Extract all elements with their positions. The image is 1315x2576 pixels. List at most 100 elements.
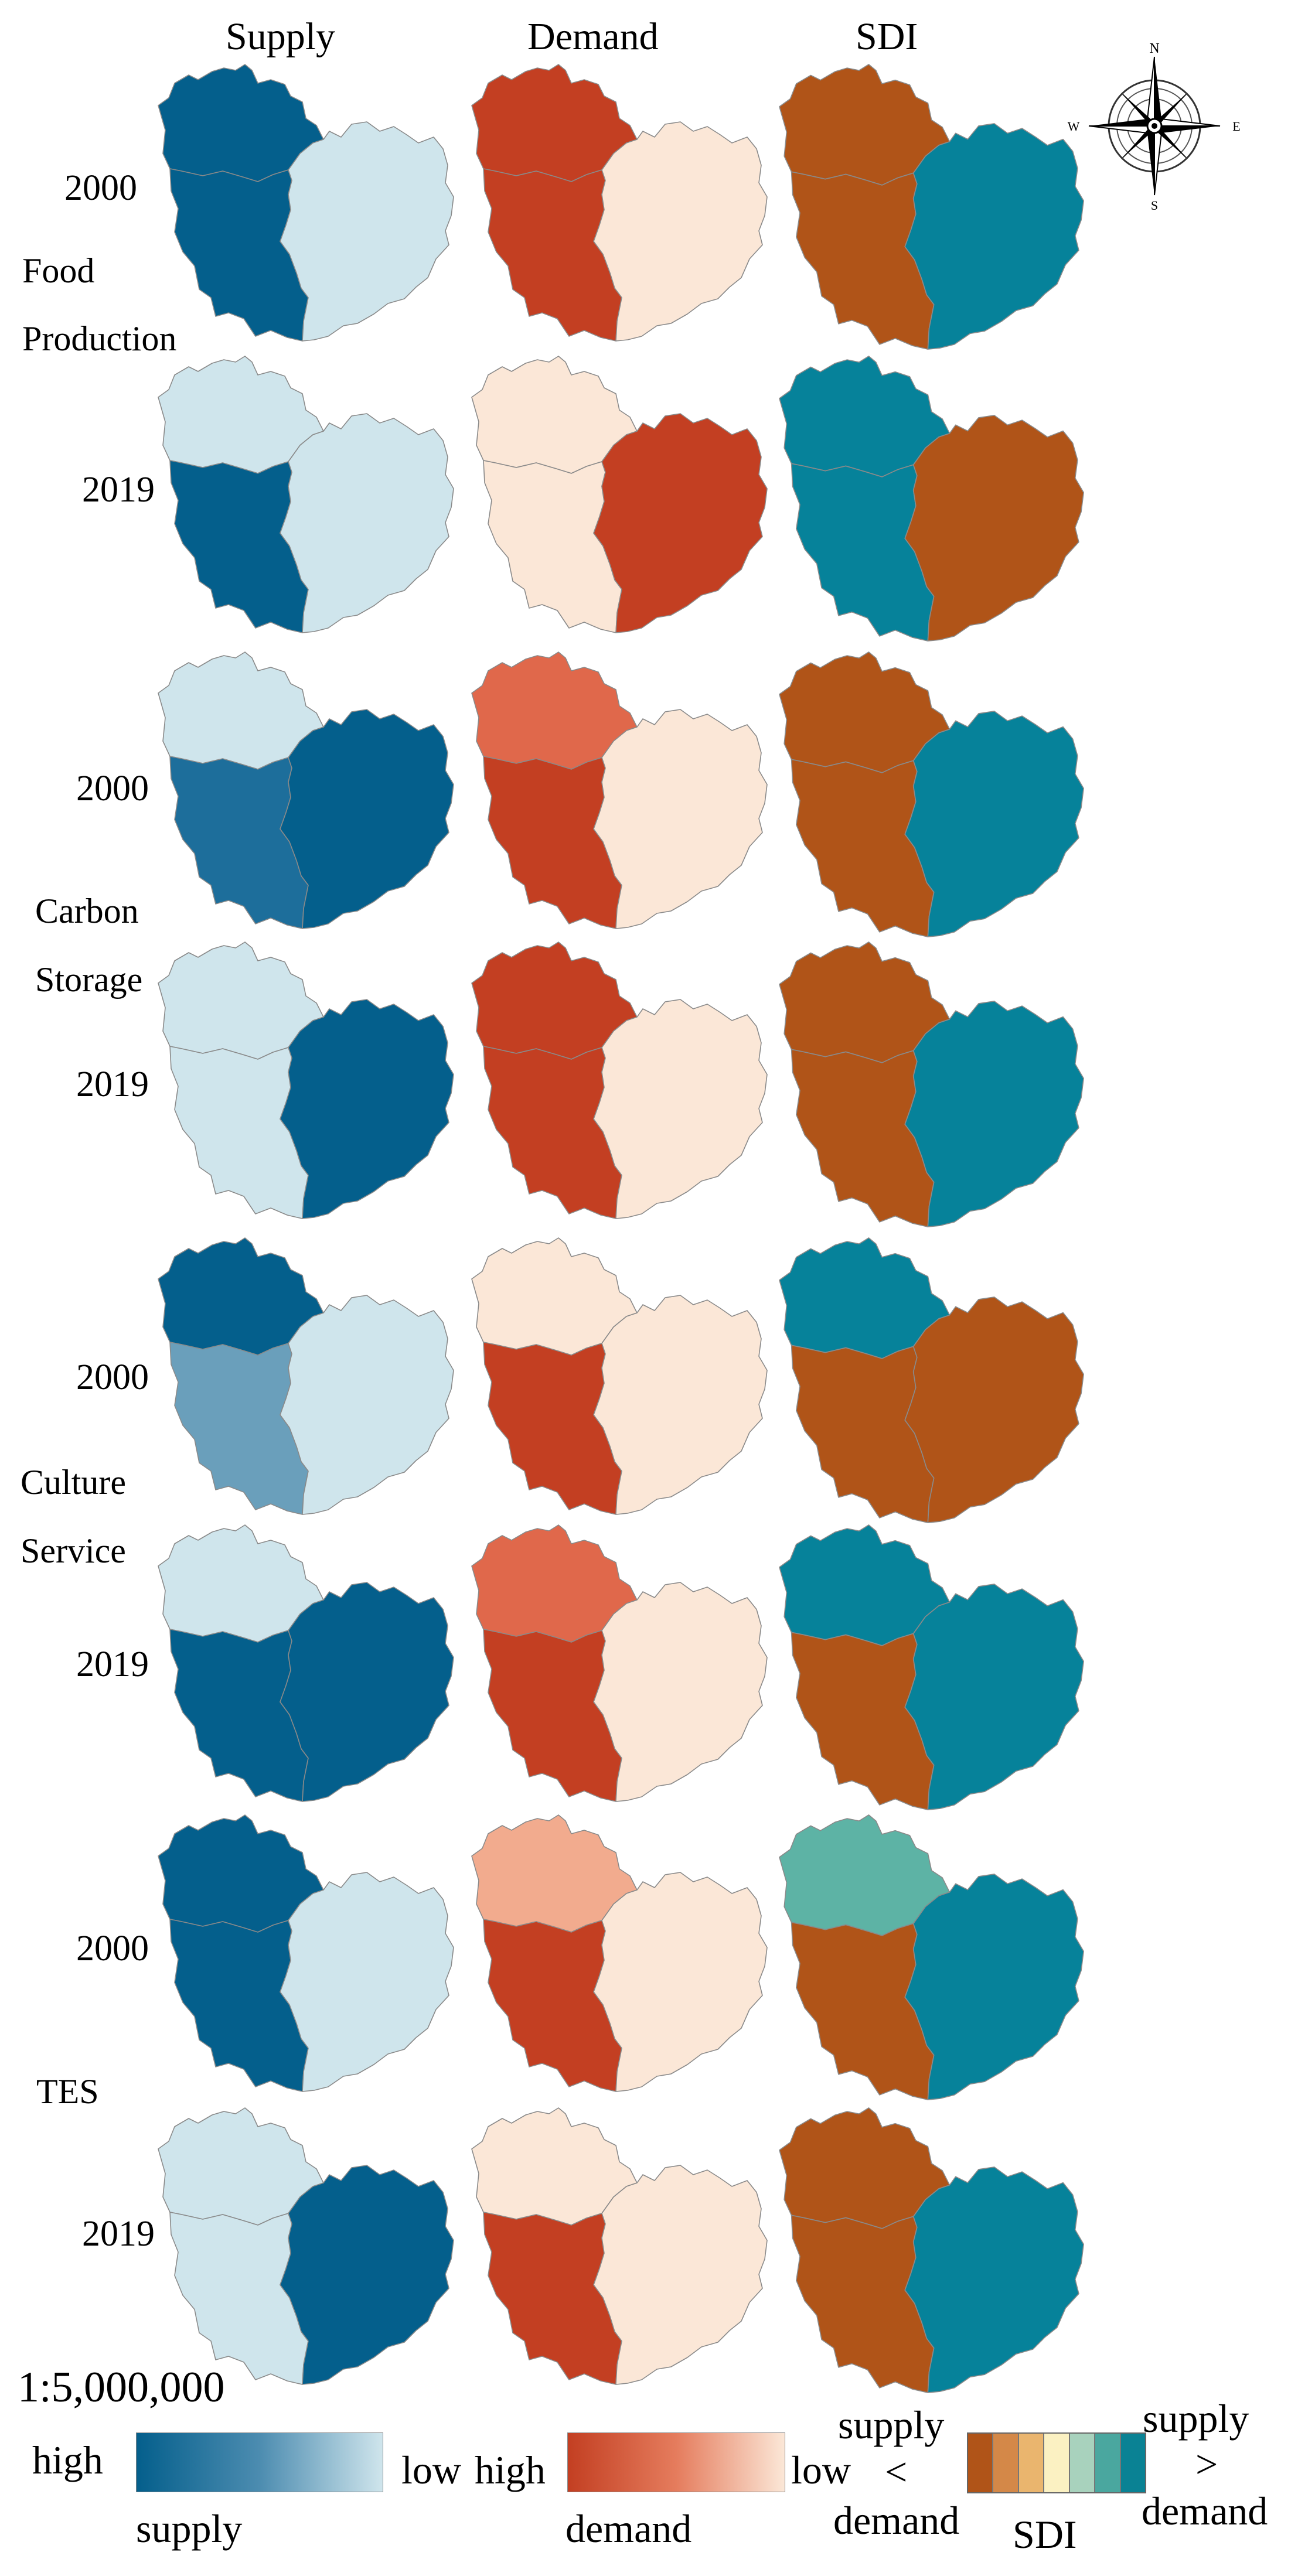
region-southwest: [169, 1046, 309, 1219]
legend-sdi-class-2: [993, 2434, 1019, 2492]
legend-supply-gradient: [136, 2432, 383, 2492]
compass-rose-icon: N S E W: [1068, 41, 1241, 211]
region-east: [904, 2166, 1084, 2393]
region-east: [904, 1874, 1084, 2100]
region-east: [280, 709, 454, 929]
legend-sdi-left-top: supply: [838, 2403, 945, 2447]
legend-demand-low: low: [791, 2448, 851, 2492]
region-southwest: [483, 756, 622, 929]
scale-label: 1:5,000,000: [18, 2363, 225, 2411]
legend-sdi-class-1: [968, 2434, 994, 2492]
legend-sdi-name: SDI: [1013, 2512, 1077, 2557]
region-southwest: [791, 1049, 935, 1227]
map-demand-service2-2019: [471, 941, 768, 1219]
region-east: [280, 1582, 454, 1802]
map-supply-service4-2019: [158, 2107, 454, 2385]
region-east: [280, 413, 454, 633]
region-east: [593, 413, 768, 633]
map-sdi-service2-2000: [779, 651, 1084, 937]
region-east: [593, 999, 768, 1219]
service-label-culture-line2: Service: [21, 1531, 126, 1570]
legend-sdi-right-bottom: demand: [1142, 2489, 1268, 2533]
map-supply-service1-2000: [158, 64, 454, 342]
legend-sdi-class-3: [1018, 2434, 1045, 2492]
legend-sdi-classes: [967, 2432, 1146, 2493]
year-label-carbon-2000: 2000: [76, 769, 149, 808]
map-demand-service2-2000: [471, 651, 768, 929]
region-east: [280, 999, 454, 1219]
region-southwest: [791, 759, 935, 937]
legend-demand-gradient: [567, 2432, 785, 2492]
map-sdi-service3-2019: [779, 1524, 1084, 1810]
region-east: [593, 1872, 768, 2092]
year-label-tes-2000: 2000: [76, 1929, 149, 1968]
region-east: [904, 123, 1084, 350]
region-east: [593, 1582, 768, 1802]
column-header-sdi: SDI: [856, 15, 918, 58]
map-sdi-service1-2019: [779, 356, 1084, 642]
region-east: [904, 711, 1084, 937]
service-label-food-line2: Production: [22, 319, 177, 358]
region-southwest: [483, 2212, 622, 2385]
legend-supply-high: high: [32, 2438, 103, 2482]
region-southwest: [169, 1342, 309, 1515]
compass-e-label: E: [1232, 119, 1240, 134]
region-east: [904, 1584, 1084, 1810]
region-southwest: [169, 756, 309, 929]
region-southwest: [791, 463, 935, 642]
region-east: [280, 1295, 454, 1515]
region-east: [904, 1001, 1084, 1227]
service-label-carbon-line1: Carbon: [35, 892, 139, 930]
year-label-food-2019: 2019: [82, 470, 155, 510]
map-demand-service4-2000: [471, 1814, 768, 2092]
map-demand-service3-2019: [471, 1524, 768, 1802]
region-east: [593, 709, 768, 929]
service-label-food-line1: Food: [22, 251, 95, 290]
map-sdi-service4-2000: [779, 1814, 1084, 2100]
region-east: [904, 1296, 1084, 1523]
column-header-demand: Demand: [527, 15, 659, 58]
legend-demand-high: high: [475, 2448, 546, 2492]
region-southwest: [791, 1345, 935, 1523]
region-southwest: [483, 1919, 622, 2092]
year-label-tes-2019: 2019: [82, 2214, 155, 2254]
map-sdi-service3-2000: [779, 1237, 1084, 1523]
region-southwest: [791, 2215, 935, 2393]
service-label-carbon-line2: Storage: [35, 960, 143, 999]
legend-demand-name: demand: [565, 2506, 692, 2551]
region-southwest: [483, 1629, 622, 1802]
legend-sdi-class-4: [1044, 2434, 1070, 2492]
region-southwest: [169, 460, 309, 633]
region-southwest: [169, 2212, 309, 2385]
region-southwest: [791, 1632, 935, 1810]
legend-supply-name: supply: [136, 2506, 243, 2551]
year-label-food-2000: 2000: [64, 168, 137, 208]
legend-sdi-left-bottom: demand: [833, 2498, 960, 2543]
region-east: [904, 415, 1084, 642]
region-southwest: [483, 460, 622, 633]
region-southwest: [169, 1919, 309, 2092]
compass-s-label: S: [1151, 198, 1158, 211]
legend-sdi-class-7: [1120, 2434, 1145, 2492]
map-supply-service2-2000: [158, 651, 454, 929]
column-header-supply: Supply: [226, 15, 336, 58]
region-southwest: [791, 1922, 935, 2100]
map-demand-service3-2000: [471, 1237, 768, 1515]
map-sdi-service1-2000: [779, 64, 1084, 350]
region-east: [280, 121, 454, 342]
legend-sdi-left-symbol: <: [885, 2449, 908, 2494]
compass-w-label: W: [1068, 119, 1080, 134]
year-label-carbon-2019: 2019: [76, 1064, 149, 1104]
legend-sdi-class-5: [1069, 2434, 1096, 2492]
region-east: [593, 121, 768, 342]
legend-sdi-right-top: supply: [1143, 2396, 1249, 2441]
map-supply-service4-2000: [158, 1814, 454, 2092]
legend-sdi-right-symbol: >: [1195, 2442, 1218, 2486]
map-sdi-service2-2019: [779, 941, 1084, 1227]
region-east: [593, 2165, 768, 2385]
region-southwest: [483, 1342, 622, 1515]
region-southwest: [483, 168, 622, 342]
map-supply-service2-2019: [158, 941, 454, 1219]
region-southwest: [483, 1046, 622, 1219]
